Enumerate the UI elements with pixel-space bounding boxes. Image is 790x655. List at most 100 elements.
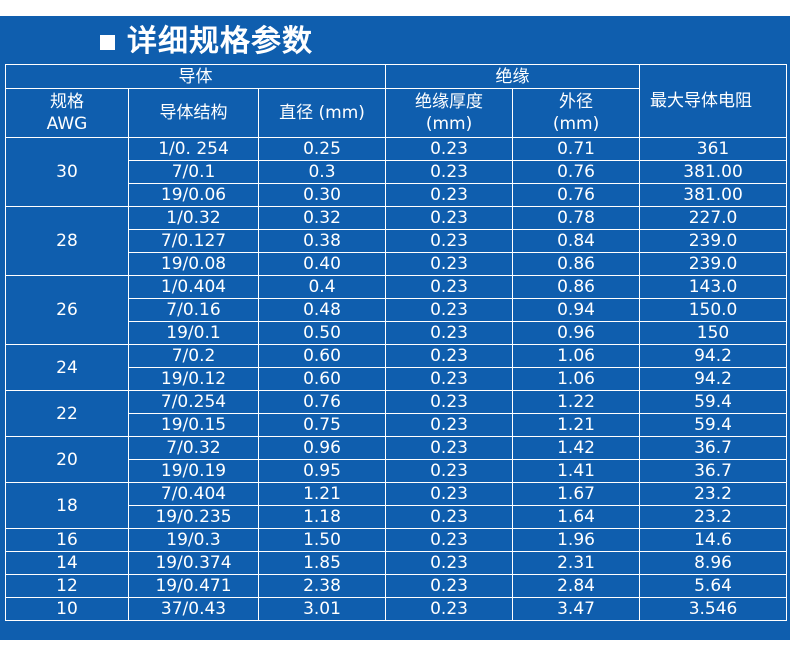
table-row: 10 37/0.43 3.01 0.23 3.47 3.546 bbox=[5, 597, 788, 621]
outer-cell: 1.41 bbox=[512, 459, 641, 483]
resistance-cell: 8.96 bbox=[639, 551, 788, 575]
table-row: 12 19/0.471 2.38 0.23 2.84 5.64 bbox=[5, 574, 788, 598]
thickness-cell: 0.23 bbox=[385, 206, 514, 230]
table-row: 16 19/0.3 1.50 0.23 1.96 14.6 bbox=[5, 528, 788, 552]
outer-cell: 0.78 bbox=[512, 206, 641, 230]
thickness-cell: 0.23 bbox=[385, 574, 514, 598]
outer-cell: 1.06 bbox=[512, 367, 641, 391]
table-row: 19/0.06 0.30 0.23 0.76 381.00 bbox=[6, 183, 788, 207]
structure-cell: 37/0.43 bbox=[128, 597, 259, 621]
diameter-cell: 3.01 bbox=[257, 597, 387, 621]
thickness-cell: 0.23 bbox=[385, 229, 514, 253]
thickness-header: 绝缘厚度 (mm) bbox=[385, 88, 514, 138]
awg-header-line2: AWG bbox=[46, 114, 88, 134]
table-row: 19/0.19 0.95 0.23 1.41 36.7 bbox=[6, 459, 788, 483]
awg-header: 规格 AWG bbox=[5, 88, 129, 138]
thickness-cell: 0.23 bbox=[385, 528, 514, 552]
diameter-cell: 1.85 bbox=[257, 551, 387, 575]
thickness-header-line1: 绝缘厚度 bbox=[415, 92, 484, 112]
thickness-cell: 0.23 bbox=[385, 505, 514, 529]
thickness-cell: 0.23 bbox=[385, 160, 514, 184]
diameter-cell: 0.40 bbox=[257, 252, 387, 276]
resistance-cell: 239.0 bbox=[639, 229, 788, 253]
thickness-cell: 0.23 bbox=[385, 597, 514, 621]
table-row: 24 7/0.2 0.60 0.23 1.06 94.2 bbox=[5, 344, 788, 391]
structure-cell: 7/0.127 bbox=[128, 229, 259, 253]
thickness-cell: 0.23 bbox=[385, 436, 514, 460]
outer-header-line1: 外径 bbox=[559, 92, 594, 112]
outer-cell: 1.67 bbox=[512, 482, 641, 506]
structure-cell: 1/0.404 bbox=[128, 275, 259, 299]
resistance-cell: 381.00 bbox=[639, 160, 788, 184]
thickness-cell: 0.23 bbox=[385, 321, 514, 345]
table-row: 19/0.1 0.50 0.23 0.96 150 bbox=[6, 321, 788, 345]
resistance-cell: 94.2 bbox=[639, 367, 788, 391]
structure-cell: 19/0.06 bbox=[128, 183, 259, 207]
resistance-cell: 36.7 bbox=[639, 436, 788, 460]
table-row: 18 7/0.404 1.21 0.23 1.67 23.2 bbox=[5, 482, 788, 529]
outer-cell: 1.22 bbox=[512, 390, 641, 414]
table-row: 14 19/0.374 1.85 0.23 2.31 8.96 bbox=[5, 551, 788, 575]
thickness-cell: 0.23 bbox=[385, 482, 514, 506]
resistance-cell: 23.2 bbox=[639, 482, 788, 506]
outer-cell: 0.86 bbox=[512, 252, 641, 276]
outer-cell: 2.84 bbox=[512, 574, 641, 598]
resistance-cell: 150.0 bbox=[639, 298, 788, 322]
thickness-cell: 0.23 bbox=[385, 137, 514, 161]
diameter-cell: 0.76 bbox=[257, 390, 387, 414]
awg-cell: 10 bbox=[5, 597, 129, 621]
resistance-header: 最大导体电阻 bbox=[639, 64, 788, 138]
diameter-cell: 1.50 bbox=[257, 528, 387, 552]
thickness-header-line2: (mm) bbox=[425, 114, 473, 134]
resistance-cell: 59.4 bbox=[639, 413, 788, 437]
structure-cell: 19/0.1 bbox=[128, 321, 259, 345]
structure-cell: 19/0.471 bbox=[128, 574, 259, 598]
diameter-cell: 0.48 bbox=[257, 298, 387, 322]
structure-cell: 7/0.404 bbox=[128, 482, 259, 506]
spec-table: 导体 绝缘 最大导体电阻 规格 AWG 导体结构 直径 (mm) 绝缘厚度 (m… bbox=[4, 64, 788, 621]
outer-header: 外径 (mm) bbox=[512, 88, 641, 138]
awg-cell: 16 bbox=[5, 528, 129, 552]
resistance-cell: 5.64 bbox=[639, 574, 788, 598]
awg-cell: 24 bbox=[5, 344, 129, 391]
diameter-cell: 0.96 bbox=[257, 436, 387, 460]
outer-header-line2: (mm) bbox=[552, 114, 600, 134]
thickness-cell: 0.23 bbox=[385, 298, 514, 322]
structure-cell: 19/0.15 bbox=[128, 413, 259, 437]
outer-cell: 1.06 bbox=[512, 344, 641, 368]
spec-table-body: 30 1/0. 254 0.25 0.23 0.71 361 7/0.1 0.3 0.23 0.7… bbox=[5, 137, 788, 621]
awg-cell: 12 bbox=[5, 574, 129, 598]
outer-cell: 1.96 bbox=[512, 528, 641, 552]
structure-cell: 7/0.254 bbox=[128, 390, 259, 414]
awg-cell: 22 bbox=[5, 390, 129, 437]
diameter-cell: 0.3 bbox=[257, 160, 387, 184]
page-title: 详细规格参数 bbox=[100, 22, 313, 62]
table-row: 19/0.12 0.60 0.23 1.06 94.2 bbox=[6, 367, 788, 391]
structure-cell: 7/0.32 bbox=[128, 436, 259, 460]
structure-cell: 7/0.16 bbox=[128, 298, 259, 322]
diameter-cell: 0.95 bbox=[257, 459, 387, 483]
table-row: 30 1/0. 254 0.25 0.23 0.71 361 bbox=[5, 137, 788, 207]
diameter-cell: 0.50 bbox=[257, 321, 387, 345]
structure-cell: 7/0.2 bbox=[128, 344, 259, 368]
square-bullet-icon bbox=[100, 34, 115, 50]
thickness-cell: 0.23 bbox=[385, 390, 514, 414]
thickness-cell: 0.23 bbox=[385, 459, 514, 483]
outer-cell: 2.31 bbox=[512, 551, 641, 575]
awg-cell: 18 bbox=[5, 482, 129, 529]
outer-cell: 0.96 bbox=[512, 321, 641, 345]
page-title-text: 详细规格参数 bbox=[127, 24, 313, 59]
diameter-header: 直径 (mm) bbox=[257, 88, 387, 138]
diameter-cell: 2.38 bbox=[257, 574, 387, 598]
insulation-group-header: 绝缘 bbox=[385, 64, 641, 89]
thickness-cell: 0.23 bbox=[385, 183, 514, 207]
awg-cell: 20 bbox=[5, 436, 129, 483]
structure-cell: 19/0.19 bbox=[128, 459, 259, 483]
outer-cell: 0.94 bbox=[512, 298, 641, 322]
outer-cell: 1.21 bbox=[512, 413, 641, 437]
resistance-cell: 14.6 bbox=[639, 528, 788, 552]
thickness-cell: 0.23 bbox=[385, 275, 514, 299]
resistance-cell: 150 bbox=[639, 321, 788, 345]
awg-cell: 26 bbox=[5, 275, 129, 345]
outer-cell: 3.47 bbox=[512, 597, 641, 621]
